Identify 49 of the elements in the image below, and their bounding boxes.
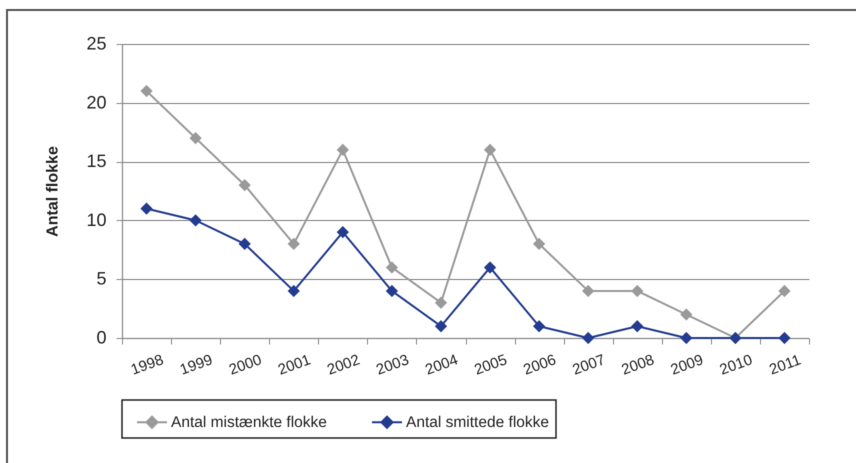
x-tick-label: 2006 bbox=[521, 351, 558, 379]
y-tick-label: 20 bbox=[86, 92, 106, 112]
legend-label: Antal mistænkte flokke bbox=[171, 414, 327, 432]
point bbox=[140, 202, 153, 215]
point bbox=[189, 132, 202, 144]
point bbox=[582, 332, 594, 344]
point bbox=[189, 214, 202, 227]
point bbox=[386, 261, 398, 274]
legend-label: Antal smittede flokke bbox=[406, 414, 550, 432]
x-tick-label: 1999 bbox=[178, 351, 215, 379]
point bbox=[532, 320, 546, 332]
y-tick-label: 15 bbox=[86, 151, 106, 172]
x-tick-label: 2002 bbox=[324, 351, 362, 379]
point bbox=[778, 332, 791, 344]
point bbox=[532, 238, 546, 250]
point bbox=[238, 238, 251, 250]
y-tick-label: 0 bbox=[96, 328, 106, 348]
point bbox=[631, 284, 644, 298]
y-axis-title: Antal flokke bbox=[44, 146, 62, 237]
point bbox=[238, 178, 251, 192]
x-tick-label: 1998 bbox=[128, 351, 166, 379]
x-tick-label: 2011 bbox=[767, 351, 804, 378]
y-tick-label: 25 bbox=[86, 34, 106, 54]
point bbox=[484, 261, 496, 274]
x-tick-label: 2001 bbox=[276, 351, 314, 379]
point bbox=[434, 320, 448, 332]
point bbox=[336, 226, 349, 238]
x-tick-label: 2007 bbox=[570, 351, 608, 379]
y-tick-label: 10 bbox=[86, 210, 106, 230]
x-tick-label: 2000 bbox=[226, 351, 264, 379]
point bbox=[778, 284, 791, 298]
x-tick-label: 2005 bbox=[472, 351, 510, 379]
point bbox=[288, 238, 300, 250]
point bbox=[336, 144, 349, 156]
x-tick-label: 2003 bbox=[374, 351, 412, 379]
point bbox=[288, 284, 300, 298]
point bbox=[484, 144, 496, 156]
point bbox=[386, 284, 398, 298]
point bbox=[680, 308, 692, 321]
x-tick-label: 2010 bbox=[717, 351, 755, 379]
point bbox=[582, 284, 594, 298]
point bbox=[631, 320, 644, 332]
x-tick-label: 2009 bbox=[668, 351, 706, 379]
y-tick-label: 5 bbox=[96, 268, 106, 289]
point bbox=[680, 332, 692, 344]
x-tick-label: 2004 bbox=[423, 351, 460, 379]
point bbox=[434, 296, 448, 309]
point bbox=[140, 84, 153, 98]
x-tick-label: 2008 bbox=[619, 351, 657, 379]
